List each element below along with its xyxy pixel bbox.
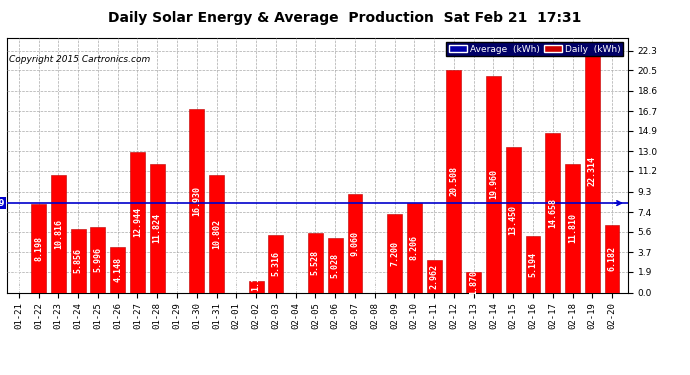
Text: 2.962: 2.962 xyxy=(430,264,439,289)
Text: 5.856: 5.856 xyxy=(74,248,83,273)
Text: 5.528: 5.528 xyxy=(311,250,320,275)
Bar xyxy=(426,260,442,292)
Text: 14.658: 14.658 xyxy=(549,198,558,228)
Text: 0.000: 0.000 xyxy=(232,266,241,291)
Bar xyxy=(130,152,145,292)
Bar xyxy=(31,204,46,292)
Text: 6.182: 6.182 xyxy=(608,246,617,272)
Bar xyxy=(150,164,165,292)
Text: 11.810: 11.810 xyxy=(568,213,577,243)
Text: 4.148: 4.148 xyxy=(113,258,122,282)
Text: 10.802: 10.802 xyxy=(212,219,221,249)
Bar xyxy=(545,134,560,292)
Text: 22.314: 22.314 xyxy=(588,156,597,186)
Text: 9.060: 9.060 xyxy=(351,231,359,256)
Text: 8.198: 8.198 xyxy=(34,236,43,261)
Bar xyxy=(348,194,362,292)
Bar xyxy=(604,225,620,292)
Text: 7.200: 7.200 xyxy=(390,241,399,266)
Bar xyxy=(70,229,86,292)
Text: 1.104: 1.104 xyxy=(252,266,261,291)
Text: 13.450: 13.450 xyxy=(509,204,518,234)
Bar xyxy=(189,109,204,292)
Bar xyxy=(565,164,580,292)
Text: 5.316: 5.316 xyxy=(271,251,280,276)
Text: 5.194: 5.194 xyxy=(529,252,538,277)
Text: Daily Solar Energy & Average  Production  Sat Feb 21  17:31: Daily Solar Energy & Average Production … xyxy=(108,11,582,25)
Bar xyxy=(466,272,481,292)
Bar xyxy=(110,248,125,292)
Text: 1.870: 1.870 xyxy=(469,270,478,295)
Text: 8.239: 8.239 xyxy=(0,199,5,208)
Text: 5.996: 5.996 xyxy=(93,248,102,273)
Text: 12.944: 12.944 xyxy=(133,207,142,237)
Bar xyxy=(328,238,343,292)
Text: 16.930: 16.930 xyxy=(193,186,201,216)
Text: 20.508: 20.508 xyxy=(449,166,458,196)
Bar xyxy=(486,76,501,292)
Text: 0.000: 0.000 xyxy=(14,266,23,291)
Bar xyxy=(308,232,323,292)
Bar xyxy=(407,204,422,292)
Bar xyxy=(51,175,66,292)
Text: 0.000: 0.000 xyxy=(371,266,380,291)
Text: 5.028: 5.028 xyxy=(331,253,339,278)
Bar xyxy=(387,214,402,292)
Text: 10.816: 10.816 xyxy=(54,219,63,249)
Text: 8.206: 8.206 xyxy=(410,236,419,261)
Bar xyxy=(446,70,462,292)
Text: 0.000: 0.000 xyxy=(291,266,300,291)
Text: 0.000: 0.000 xyxy=(172,266,181,291)
Text: Copyright 2015 Cartronics.com: Copyright 2015 Cartronics.com xyxy=(9,56,150,64)
Bar xyxy=(585,50,600,292)
Bar xyxy=(209,175,224,292)
Bar xyxy=(526,236,540,292)
Text: 19.960: 19.960 xyxy=(489,169,498,199)
Bar xyxy=(248,280,264,292)
Text: 11.824: 11.824 xyxy=(152,213,161,243)
Bar xyxy=(90,227,106,292)
Legend: Average  (kWh), Daily  (kWh): Average (kWh), Daily (kWh) xyxy=(446,42,623,56)
Bar xyxy=(506,147,521,292)
Bar xyxy=(268,235,284,292)
